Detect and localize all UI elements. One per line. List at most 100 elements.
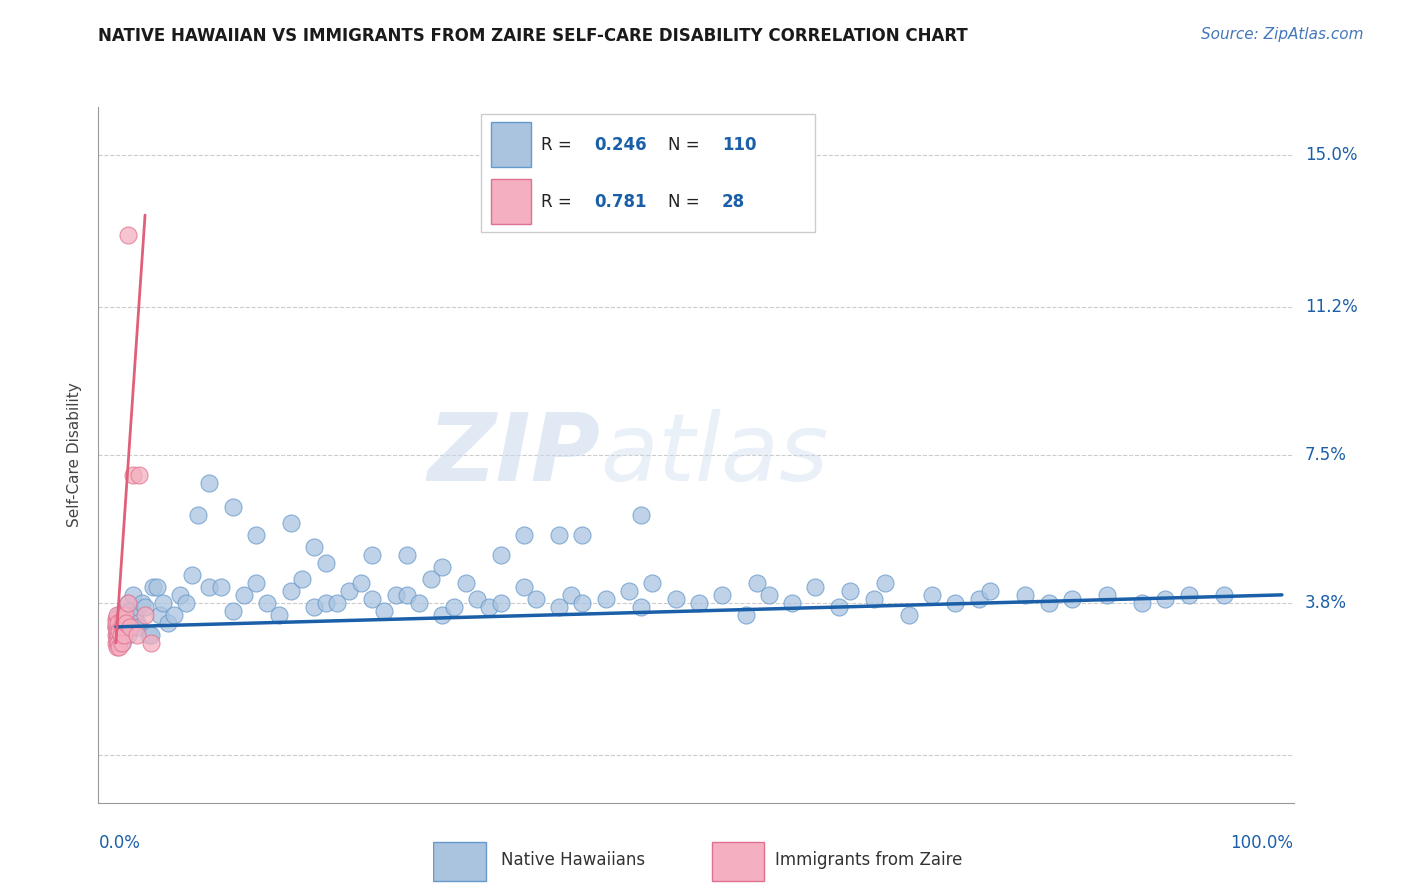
Point [105, 624, 128, 638]
Point [107, 636, 129, 650]
Text: 15.0%: 15.0% [1305, 146, 1357, 164]
Point [112, 628, 135, 642]
Point [1177, 588, 1199, 602]
Point [804, 580, 827, 594]
Point [641, 575, 664, 590]
Point [108, 632, 131, 646]
Point [326, 596, 349, 610]
Point [105, 612, 128, 626]
Point [128, 620, 150, 634]
Point [104, 620, 127, 634]
Point [117, 596, 139, 610]
Point [373, 604, 395, 618]
Point [350, 575, 373, 590]
Text: 100.0%: 100.0% [1230, 834, 1294, 852]
Point [1095, 588, 1118, 602]
Point [630, 599, 652, 614]
Point [1014, 588, 1036, 602]
Point [419, 572, 441, 586]
Point [979, 583, 1001, 598]
Text: 7.5%: 7.5% [1305, 446, 1347, 464]
Point [145, 580, 167, 594]
Point [630, 508, 652, 522]
Point [108, 607, 131, 622]
Point [1212, 588, 1234, 602]
Point [149, 607, 172, 622]
Point [209, 580, 232, 594]
Point [117, 596, 139, 610]
Point [108, 640, 131, 654]
Point [111, 620, 134, 634]
Text: 0.0%: 0.0% [98, 834, 141, 852]
Point [945, 596, 967, 610]
Point [105, 640, 128, 654]
Point [115, 612, 138, 626]
Point [117, 227, 139, 242]
Point [361, 591, 384, 606]
Point [839, 583, 862, 598]
Point [122, 467, 145, 482]
Point [617, 583, 640, 598]
Point [125, 628, 148, 642]
Point [107, 628, 129, 642]
Point [107, 615, 129, 630]
Point [245, 575, 267, 590]
Point [711, 588, 734, 602]
Point [361, 548, 384, 562]
Point [138, 628, 160, 642]
Point [467, 591, 489, 606]
Point [560, 588, 582, 602]
Point [664, 591, 686, 606]
Point [115, 615, 138, 630]
Point [489, 548, 512, 562]
Point [169, 588, 191, 602]
Point [758, 588, 780, 602]
Point [432, 607, 454, 622]
Point [921, 588, 943, 602]
Text: ZIP: ZIP [427, 409, 600, 501]
Point [198, 475, 221, 490]
Point [111, 612, 134, 626]
Point [862, 591, 884, 606]
Point [107, 615, 129, 630]
Point [337, 583, 360, 598]
Point [747, 575, 769, 590]
Point [256, 596, 278, 610]
Point [734, 607, 756, 622]
Point [117, 628, 139, 642]
Point [454, 575, 477, 590]
Point [221, 500, 243, 514]
Point [105, 632, 128, 646]
Text: Source: ZipAtlas.com: Source: ZipAtlas.com [1201, 27, 1364, 42]
Point [967, 591, 990, 606]
Point [897, 607, 920, 622]
Point [111, 615, 134, 630]
Point [780, 596, 803, 610]
Point [269, 607, 291, 622]
Point [108, 624, 131, 638]
Point [111, 636, 134, 650]
Point [163, 607, 186, 622]
Point [125, 615, 148, 630]
Point [1060, 591, 1083, 606]
Point [114, 604, 136, 618]
Point [134, 607, 156, 622]
Point [571, 596, 593, 610]
Point [384, 588, 406, 602]
Point [104, 615, 127, 630]
Point [152, 596, 174, 610]
Point [432, 560, 454, 574]
Point [107, 636, 129, 650]
Point [548, 528, 571, 542]
Point [245, 528, 267, 542]
Point [221, 604, 243, 618]
Text: 11.2%: 11.2% [1305, 298, 1357, 316]
Point [408, 596, 430, 610]
Point [233, 588, 256, 602]
Point [111, 620, 134, 634]
Point [302, 540, 325, 554]
Point [104, 628, 127, 642]
Point [198, 580, 221, 594]
Point [828, 599, 851, 614]
Point [396, 548, 419, 562]
